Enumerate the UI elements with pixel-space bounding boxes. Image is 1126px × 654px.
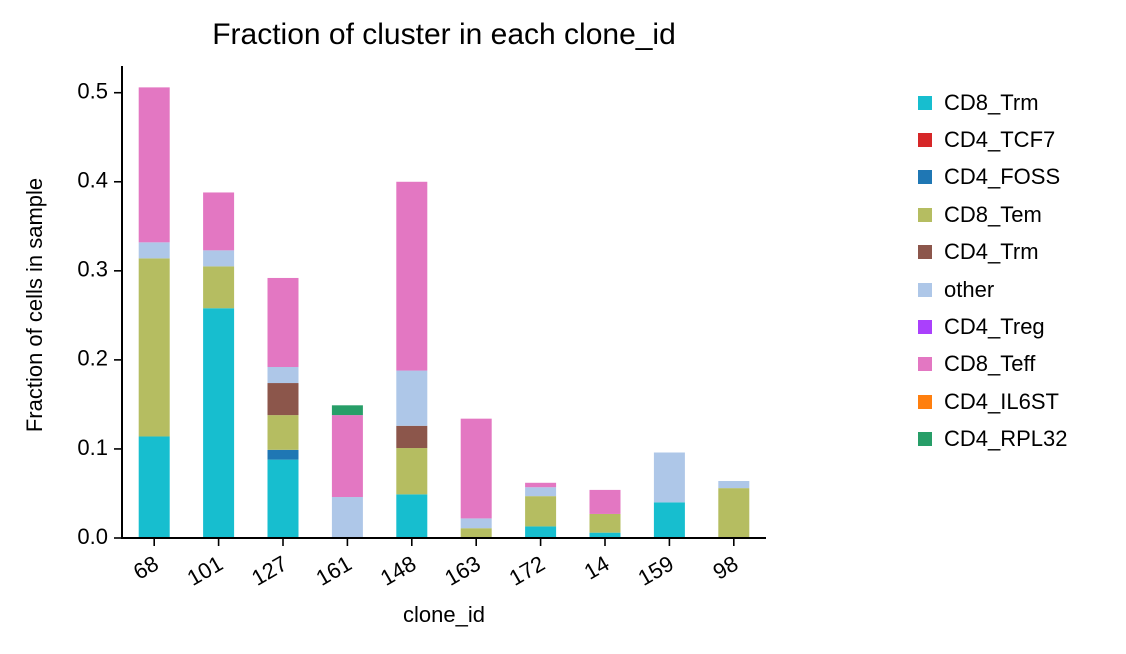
legend-swatch — [918, 320, 932, 335]
legend-item: CD4_FOSS — [918, 159, 1068, 196]
x-tick-label: 98 — [709, 551, 743, 585]
bar-segment-cd8-teff — [331, 415, 363, 498]
bar-segment-other — [460, 518, 492, 529]
x-tick-label: 159 — [634, 551, 678, 591]
y-tick-label: 0.2 — [77, 346, 108, 371]
bar-segment-other — [718, 481, 750, 489]
legend-label: CD8_Teff — [944, 351, 1036, 377]
bar-segment-cd8-teff — [589, 489, 621, 514]
x-tick-label: 68 — [129, 551, 163, 585]
x-tick-label: 172 — [505, 551, 549, 591]
y-tick-label: 0.0 — [77, 524, 108, 549]
bar-segment-other — [138, 242, 170, 259]
legend-label: CD4_IL6ST — [944, 388, 1059, 414]
x-tick-label: 127 — [247, 551, 291, 591]
legend-label: CD4_RPL32 — [944, 426, 1068, 452]
bar-segment-cd8-tem — [589, 513, 621, 533]
legend-label: CD4_FOSS — [944, 164, 1061, 190]
bar-segment-cd8-trm — [589, 532, 621, 538]
legend-item: CD8_Trm — [918, 84, 1068, 121]
legend-label: other — [944, 276, 995, 302]
legend-item: CD4_RPL32 — [918, 421, 1068, 458]
x-tick-label: 163 — [440, 551, 484, 591]
bar-segment-other — [267, 367, 299, 384]
bar-segment-cd4-rpl32 — [331, 405, 363, 416]
y-tick-label: 0.4 — [77, 168, 108, 193]
bar-segment-cd8-tem — [460, 528, 492, 538]
bar-segment-cd8-tem — [203, 266, 235, 309]
bar-segment-other — [653, 452, 685, 503]
bar-segment-cd8-tem — [396, 448, 428, 495]
bar-segment-other — [525, 487, 557, 497]
legend-item: CD4_Trm — [918, 234, 1068, 271]
legend-swatch — [918, 170, 932, 185]
y-tick-label: 0.3 — [77, 257, 108, 282]
x-tick-label: 148 — [376, 551, 420, 591]
legend-label: CD8_Tem — [944, 201, 1042, 227]
bar-segment-cd8-trm — [653, 502, 685, 538]
bar-segment-cd8-teff — [203, 192, 235, 251]
legend-item: other — [918, 271, 1068, 308]
bar-segment-cd8-teff — [396, 181, 428, 371]
legend-swatch — [918, 133, 932, 148]
bar-segment-cd8-tem — [138, 258, 170, 437]
legend-label: CD4_TCF7 — [944, 127, 1056, 153]
x-tick-label: 101 — [183, 551, 227, 591]
legend-item: CD4_TCF7 — [918, 121, 1068, 158]
legend-swatch — [918, 282, 932, 297]
y-axis-label: Fraction of cells in sample — [22, 177, 47, 433]
legend-item: CD4_Treg — [918, 308, 1068, 345]
bar-segment-cd8-teff — [138, 87, 170, 243]
bar-segment-cd4-foss — [267, 449, 299, 460]
legend-swatch — [918, 207, 932, 222]
bar-segment-cd8-trm — [525, 526, 557, 538]
x-axis-label: clone_id — [403, 602, 485, 627]
bar-segment-cd8-tem — [525, 496, 557, 527]
bar-segment-cd8-trm — [138, 436, 170, 538]
bar-segment-other — [203, 250, 235, 267]
bar-segment-other — [331, 497, 363, 538]
legend-item: CD4_IL6ST — [918, 383, 1068, 420]
bar-segment-cd8-tem — [267, 415, 299, 450]
legend-label: CD4_Treg — [944, 314, 1045, 340]
legend-swatch — [918, 394, 932, 409]
bar-segment-cd8-teff — [460, 418, 492, 519]
bar-segment-cd8-tem — [718, 488, 750, 538]
x-tick-label: 161 — [312, 551, 356, 591]
x-tick-label: 14 — [580, 551, 614, 585]
legend-swatch — [918, 432, 932, 447]
bar-segment-cd4-trm — [267, 383, 299, 416]
y-tick-label: 0.5 — [77, 79, 108, 104]
bar-segment-cd8-trm — [203, 308, 235, 538]
bar-segment-cd8-trm — [267, 459, 299, 538]
bar-segment-cd8-teff — [267, 277, 299, 368]
bar-segment-cd8-trm — [396, 494, 428, 538]
y-tick-label: 0.1 — [77, 435, 108, 460]
bar-segment-cd8-teff — [525, 482, 557, 488]
legend-label: CD4_Trm — [944, 239, 1039, 265]
legend-swatch — [918, 357, 932, 372]
legend-swatch — [918, 95, 932, 110]
legend-label: CD8_Trm — [944, 89, 1039, 115]
legend-item: CD8_Teff — [918, 346, 1068, 383]
legend-item: CD8_Tem — [918, 196, 1068, 233]
legend-swatch — [918, 245, 932, 260]
bar-segment-cd4-trm — [396, 425, 428, 449]
chart-title: Fraction of cluster in each clone_id — [212, 18, 676, 51]
bar-segment-other — [396, 370, 428, 426]
